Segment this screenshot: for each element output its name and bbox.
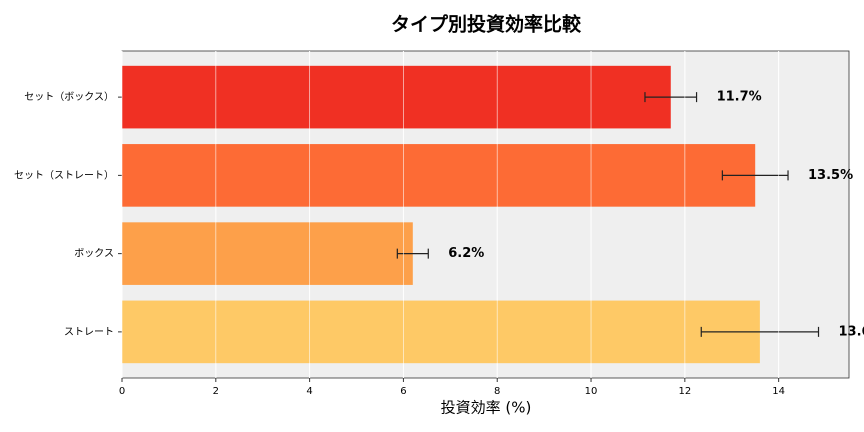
error-bar — [700, 326, 820, 337]
bar — [122, 222, 413, 285]
x-tick-label: 8 — [494, 386, 500, 397]
y-tick-label: セット（ボックス） — [24, 91, 114, 103]
error-bar — [721, 170, 789, 181]
value-label: 11.7% — [717, 90, 762, 105]
bar — [122, 300, 760, 364]
y-tick-label: セット（ストレート） — [14, 169, 114, 181]
value-label: 6.2% — [448, 246, 484, 261]
y-tick-label: ストレート — [64, 327, 114, 338]
x-tick-label: 14 — [772, 386, 785, 397]
x-tick-label: 0 — [119, 386, 125, 397]
bar — [122, 144, 756, 207]
value-label: 13.5% — [808, 168, 853, 183]
x-tick-label: 10 — [585, 386, 598, 397]
error-bar — [396, 248, 429, 259]
x-tick-label: 4 — [306, 386, 312, 397]
x-tick-label: 12 — [678, 386, 691, 397]
y-tick-label: ボックス — [74, 248, 114, 260]
value-label: 13.6% — [839, 324, 864, 339]
x-tick-label: 2 — [213, 386, 219, 397]
x-axis-label: 投資効率 (%) — [441, 399, 532, 417]
bar — [122, 65, 671, 129]
error-bar — [644, 92, 698, 103]
x-tick-label: 6 — [400, 386, 406, 397]
chart-title: タイプ別投資効率比較 — [391, 13, 582, 36]
